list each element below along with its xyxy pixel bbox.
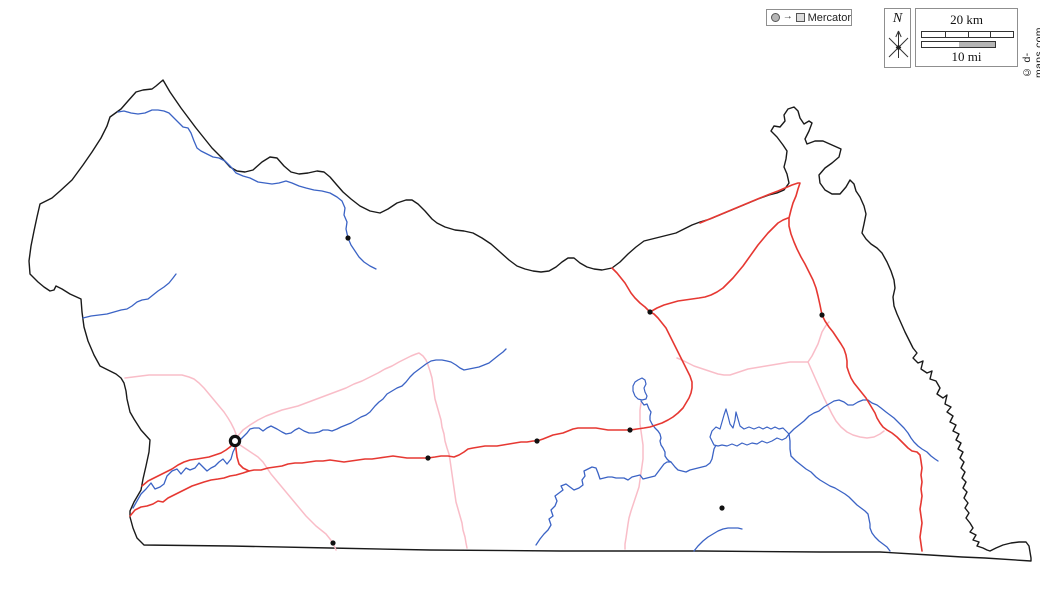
town-dot [534,438,540,444]
secondary-road-east-link [676,357,809,376]
scale-mi-filled-segment [958,42,995,47]
projection-legend: → Mercator [766,9,852,26]
secondary-road-east-north-branch [807,321,830,363]
secondary-road-northeast [236,352,468,549]
river-south-west-arm [535,442,717,546]
town-dot [627,427,633,433]
primary-road-east-north-south [699,182,923,552]
river-bottom-arc [693,527,743,552]
scale-bar: 20 km 10 mi [915,8,1018,67]
scale-tick [944,31,946,38]
primary-road-upper-west [141,440,236,487]
scale-km-label: 20 km [950,12,983,27]
projection-arrow-icon: → [782,11,793,22]
river-west-stream [82,273,177,319]
primary-road-northeast-link [649,217,789,313]
compass-box: N [884,8,911,68]
secondary-road-southeast-from-city [239,444,337,551]
pond-outlet-stream [640,400,672,463]
secondary-road-west [124,374,237,442]
town-dot [819,312,825,318]
reservoir-lake [709,408,790,447]
river-northwest [117,109,377,270]
county-outline [28,79,1032,562]
scale-km-bar [921,31,1014,38]
river-northeast-arm [788,399,939,462]
projection-square-icon [795,13,805,22]
town-dot [345,235,351,241]
primary-road-main-east-west [129,311,693,517]
town-dot [425,455,431,461]
city-marker [228,434,242,448]
river-southeast-stem [788,433,891,552]
projection-circle-icon [771,13,780,22]
copyright-text: © d-maps.com [1021,27,1040,78]
secondary-road-east-south-branch [807,361,885,439]
scale-tick [967,31,969,38]
compass-rose-icon [888,30,909,58]
town-dot [330,540,336,546]
town-dot [719,505,725,511]
town-dot [647,309,653,315]
scale-mi-label: 10 mi [951,49,982,64]
projection-label: Mercator [807,11,851,24]
river-central [132,348,507,509]
scale-mi-bar [921,41,996,48]
primary-road-city-link [234,440,250,472]
primary-road-north-border-link [611,267,651,313]
north-label: N [892,11,903,26]
scale-tick [990,31,992,38]
pond [632,377,648,401]
